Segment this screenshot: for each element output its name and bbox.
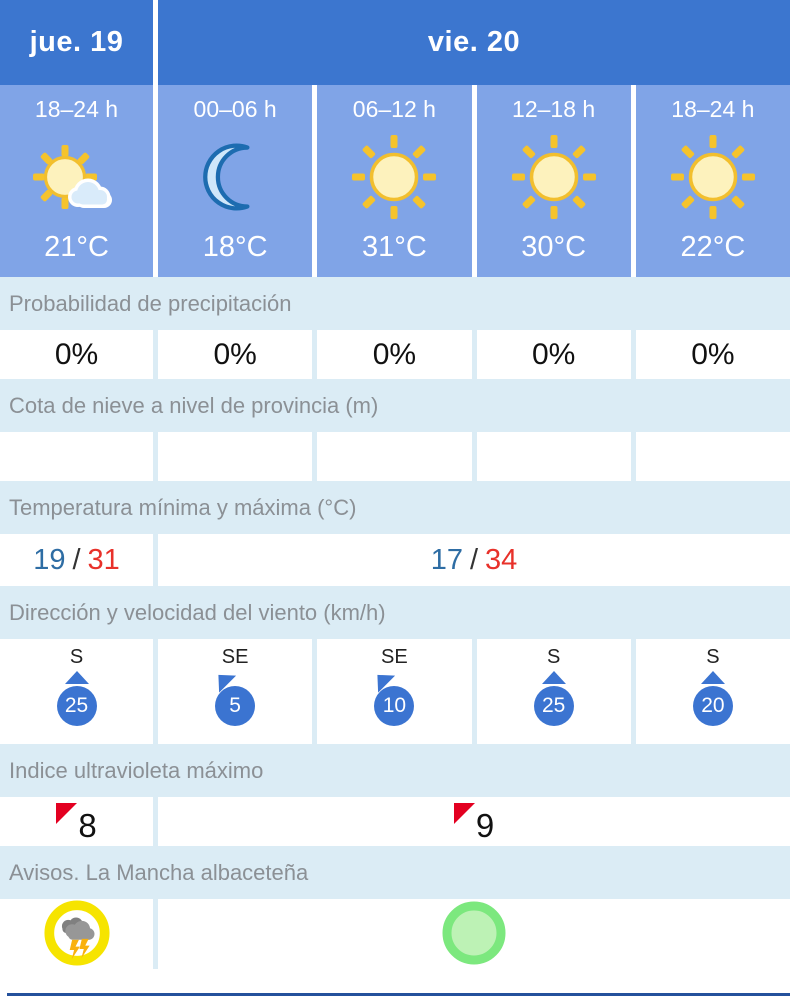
snow-value — [317, 432, 472, 481]
uv-value: 8 — [78, 807, 97, 844]
wind-speed-badge: 10 — [374, 686, 415, 726]
temp-separator: / — [72, 543, 81, 576]
section-band-precipitation: Probabilidad de precipitación — [0, 277, 790, 330]
temperature-label: 31°C — [361, 231, 427, 263]
wind-row: S 25 SE 5 SE 10 S 25 — [0, 639, 790, 744]
wind-cell: S 20 — [635, 639, 790, 744]
minmax-temp: 19 / 31 — [0, 534, 153, 586]
sun-icon — [351, 123, 437, 231]
sun-cloud-icon — [31, 123, 123, 231]
wind-speed-badge: 5 — [215, 686, 256, 726]
wind-arrow-north — [541, 671, 566, 684]
storm-warning-icon — [43, 899, 111, 972]
temperature-label: 22°C — [680, 231, 746, 263]
uv-cell: 9 — [158, 797, 790, 846]
next-table-top-border — [7, 993, 790, 996]
snow-value — [158, 432, 313, 481]
time-range-label: 12–18 h — [512, 96, 596, 122]
sun-icon — [670, 123, 756, 231]
precip-value: 0% — [158, 330, 313, 379]
wind-arrow-north — [700, 671, 725, 684]
warning-cell — [0, 899, 153, 972]
forecast-row: 18–24 h — [0, 85, 790, 277]
precip-value: 0% — [635, 330, 790, 379]
wind-direction-label: SE — [221, 646, 249, 668]
wind-cell: SE 10 — [317, 639, 472, 744]
snow-value — [0, 432, 153, 481]
uv-value: 9 — [475, 807, 495, 844]
wind-speed-badge: 25 — [56, 686, 97, 726]
warnings-row — [0, 899, 790, 972]
moon-icon — [197, 123, 273, 231]
bottom-spacer — [0, 969, 790, 993]
wind-cell: SE 5 — [158, 639, 313, 744]
precip-value: 0% — [317, 330, 472, 379]
precipitation-row: 0% 0% 0% 0% 0% — [0, 330, 790, 379]
wind-speed-badge: 20 — [692, 686, 733, 726]
precip-value: 0% — [476, 330, 631, 379]
forecast-cell: 18–24 h — [0, 85, 153, 277]
temperature-label: 30°C — [521, 231, 587, 263]
uv-flag-icon — [453, 803, 475, 824]
min-temp: 19 — [33, 543, 66, 576]
day-header-row: jue. 19 vie. 20 — [0, 0, 790, 85]
temperature-row: 19 / 31 17 / 34 — [0, 534, 790, 586]
time-range-label: 06–12 h — [352, 96, 436, 122]
forecast-cell: 06–12 h 31°C — [317, 85, 472, 277]
temperature-label: 21°C — [44, 231, 109, 263]
snow-value — [635, 432, 790, 481]
time-range-label: 00–06 h — [193, 96, 277, 122]
wind-arrow-icon: 20 — [692, 670, 733, 728]
snow-level-row — [0, 432, 790, 481]
section-band-uv: Indice ultravioleta máximo — [0, 744, 790, 797]
wind-arrow-icon: 10 — [369, 666, 415, 728]
wind-direction-label: S — [706, 646, 720, 668]
section-band-warnings: Avisos. La Mancha albaceteña — [0, 846, 790, 899]
no-warning-icon — [441, 900, 507, 971]
temperature-label: 18°C — [202, 231, 268, 263]
wind-arrow-icon: 25 — [56, 670, 97, 728]
wind-direction-label: S — [546, 646, 561, 668]
time-range-label: 18–24 h — [671, 96, 755, 122]
wind-direction-label: SE — [381, 646, 408, 668]
wind-arrow-icon: 25 — [533, 670, 574, 728]
min-temp: 17 — [430, 543, 463, 576]
minmax-temp: 17 / 34 — [158, 534, 790, 586]
wind-direction-label: S — [69, 646, 84, 668]
sun-icon — [511, 123, 597, 231]
forecast-cell: 12–18 h 30°C — [476, 85, 631, 277]
time-range-label: 18–24 h — [34, 96, 119, 122]
section-band-temperature: Temperatura mínima y máxima (°C) — [0, 481, 790, 534]
section-band-wind: Dirección y velocidad del viento (km/h) — [0, 586, 790, 639]
wind-cell: S 25 — [476, 639, 631, 744]
wind-arrow-north — [64, 671, 89, 684]
max-temp: 34 — [485, 543, 518, 576]
max-temp: 31 — [87, 543, 120, 576]
uv-flag-icon — [56, 803, 78, 824]
warning-cell — [158, 899, 790, 972]
precip-value: 0% — [0, 330, 153, 379]
wind-cell: S 25 — [0, 639, 153, 744]
uv-row: 8 9 — [0, 797, 790, 846]
forecast-cell: 00–06 h 18°C — [158, 85, 313, 277]
section-band-snow-level: Cota de nieve a nivel de provincia (m) — [0, 379, 790, 432]
day-header-vie: vie. 20 — [158, 0, 790, 85]
temp-separator: / — [469, 543, 479, 576]
forecast-cell: 18–24 h 22°C — [635, 85, 790, 277]
wind-arrow-icon: 5 — [210, 666, 256, 728]
day-header-jue: jue. 19 — [0, 0, 153, 85]
wind-speed-badge: 25 — [533, 686, 574, 726]
snow-value — [476, 432, 631, 481]
uv-cell: 8 — [0, 797, 153, 846]
